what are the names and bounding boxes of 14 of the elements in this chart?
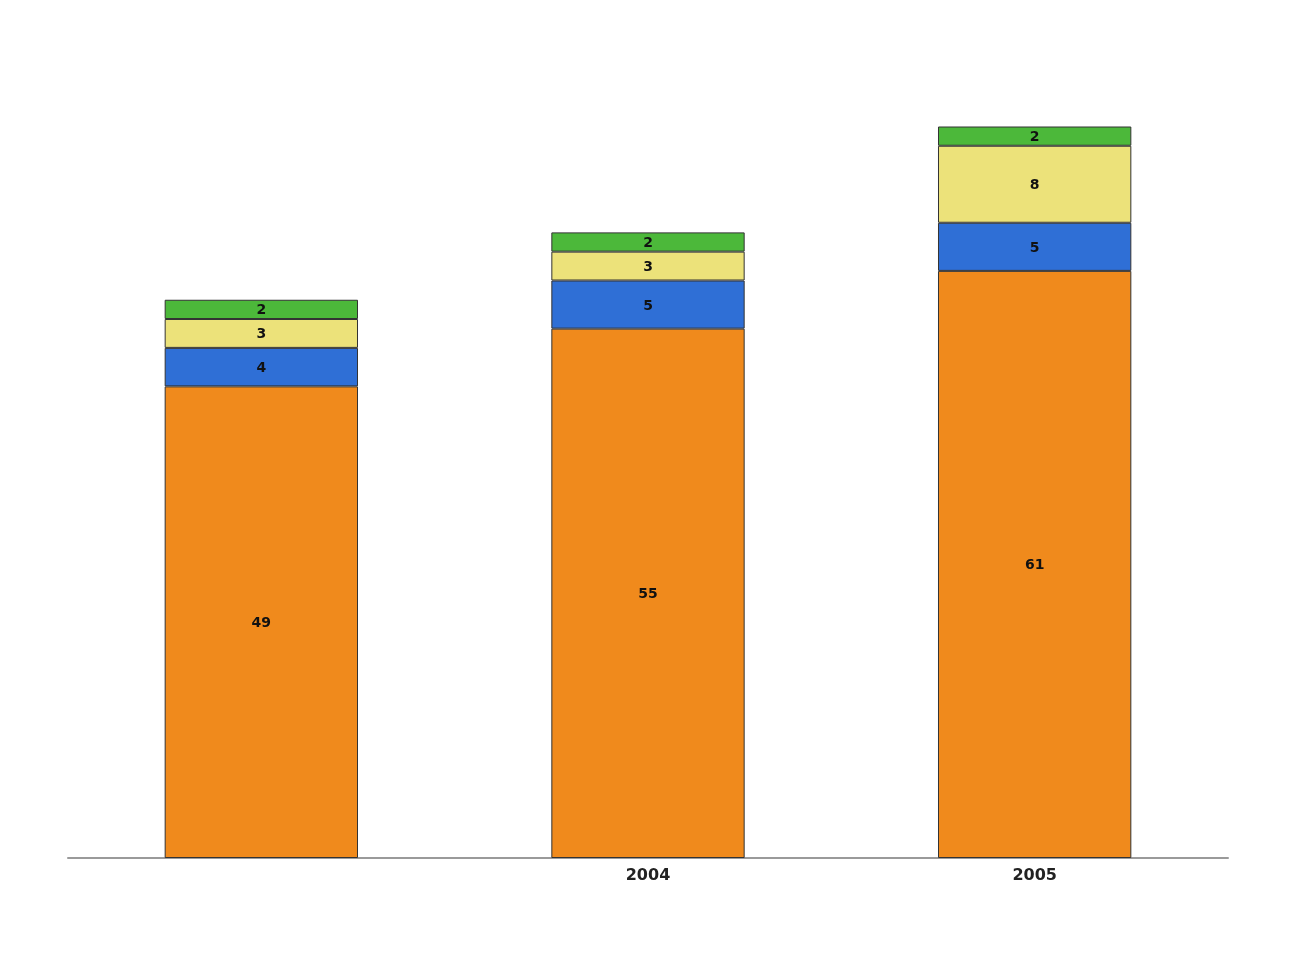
data-label: 3 [256,325,267,342]
x-tick-label: 2005 [1012,864,1057,884]
data-label: 8 [1029,176,1040,193]
data-label: 4 [256,359,267,376]
data-label: 61 [1024,556,1045,573]
data-label: 3 [643,258,653,275]
data-label: 5 [1029,238,1040,255]
data-label: 5 [643,296,653,313]
x-tick-label: 2004 [625,864,671,884]
data-label: 2 [643,234,653,250]
data-label: 2 [256,301,267,318]
data-label: 49 [251,614,272,631]
data-label: 2 [1029,128,1040,145]
data-label: 55 [638,585,658,602]
